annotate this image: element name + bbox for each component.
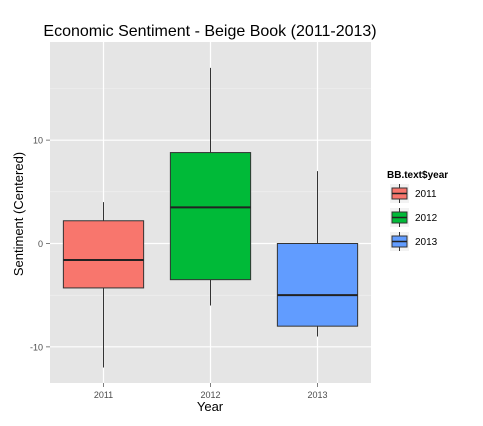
- box-2013: [276, 171, 359, 337]
- box-body-2012: [169, 152, 252, 281]
- legend-item-2012: 2012: [390, 208, 438, 227]
- x-axis-label: Year: [197, 399, 224, 414]
- box-body-2011: [62, 220, 145, 289]
- chart-title: Economic Sentiment - Beige Book (2011-20…: [43, 23, 376, 40]
- x-tick-label: 2013: [307, 390, 327, 400]
- box-2011: [62, 202, 145, 368]
- y-axis-label: Sentiment (Centered): [11, 152, 26, 276]
- y-tick-label: -10: [30, 342, 43, 352]
- legend-items: 2011 2012 2013: [390, 184, 438, 251]
- y-tick-label: 0: [38, 239, 43, 249]
- box-body-2013: [276, 243, 359, 327]
- legend-item-2011: 2011: [390, 184, 437, 203]
- box-series-group: [62, 67, 359, 368]
- y-axis: -10 0 10: [30, 136, 50, 352]
- box-2012: [169, 67, 252, 306]
- x-tick-label: 2012: [200, 390, 220, 400]
- legend-label: 2011: [415, 189, 437, 200]
- legend-title: BB.text$year: [387, 170, 448, 181]
- y-tick-label: 10: [33, 136, 43, 146]
- x-tick-label: 2011: [94, 390, 113, 400]
- x-axis: 2011 2012 2013: [94, 383, 328, 400]
- legend-label: 2013: [415, 237, 438, 248]
- legend-label: 2012: [415, 213, 438, 224]
- legend: BB.text$year 2011 2012 2013: [387, 170, 448, 251]
- legend-item-2013: 2013: [390, 232, 438, 251]
